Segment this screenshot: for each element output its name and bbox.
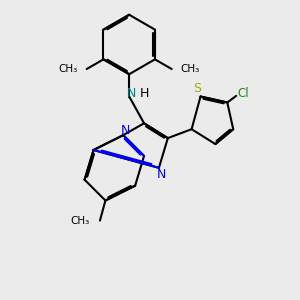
Text: CH₃: CH₃	[181, 64, 200, 74]
Text: CH₃: CH₃	[58, 64, 78, 74]
Text: CH₃: CH₃	[70, 216, 89, 226]
Text: H: H	[140, 87, 149, 100]
Text: N: N	[127, 87, 136, 100]
Text: S: S	[194, 82, 202, 95]
Text: N: N	[157, 168, 167, 181]
Text: Cl: Cl	[238, 87, 249, 100]
Text: N: N	[121, 124, 130, 137]
